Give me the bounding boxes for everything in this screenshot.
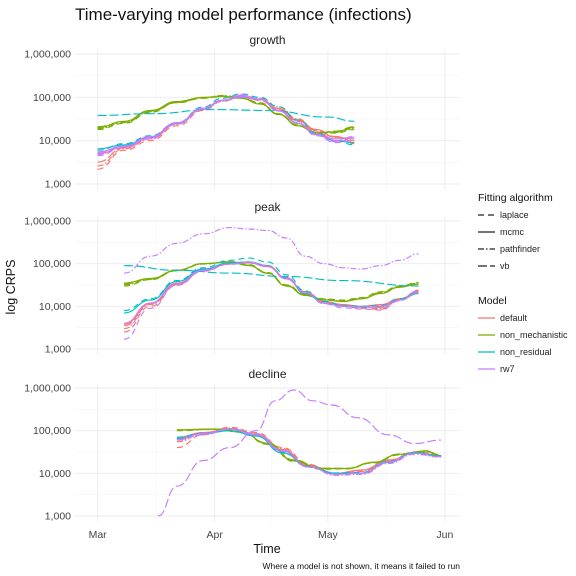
y-tick-label: 100,000 xyxy=(33,92,71,104)
panel-decline: decline 1,000 10,000 100,000 1,000,000 xyxy=(24,367,460,523)
y-tick-label: 10,000 xyxy=(39,301,71,313)
legend-title: Fitting algorithm xyxy=(478,192,553,204)
series-line-growth-non_mechanistic-vb xyxy=(98,97,355,133)
series-line-decline-non_mechanistic-pathfinder xyxy=(177,429,441,469)
y-tick-label: 1,000,000 xyxy=(24,216,71,228)
y-tick-label: 10,000 xyxy=(39,468,71,480)
y-tick-label: 1,000,000 xyxy=(24,383,71,395)
series-line-decline-non_mechanistic-laplace xyxy=(177,429,441,469)
x-axis-label: Time xyxy=(253,542,280,556)
legend-item-label: non_residual xyxy=(500,347,552,357)
facet-panels: growth 1,000 10,000 100,000 1,000,000 peak 1,0… xyxy=(24,33,460,541)
legend-item-label: mcmc xyxy=(500,227,524,237)
legend-item-label: vb xyxy=(500,261,510,271)
y-tick-label: 1,000 xyxy=(45,344,71,356)
legend-item-label: rw7 xyxy=(500,364,515,374)
legend-item-label: pathfinder xyxy=(500,244,540,254)
y-tick-label: 1,000 xyxy=(45,179,71,191)
y-tick-label: 100,000 xyxy=(33,258,71,270)
panel-title-growth: growth xyxy=(249,33,285,47)
y-axis-label: log CRPS xyxy=(4,260,18,315)
y-tick-label: 1,000 xyxy=(45,511,71,523)
y-tick-label: 1,000,000 xyxy=(24,49,71,61)
legend-item-label: laplace xyxy=(500,210,529,220)
legend-title: Model xyxy=(478,295,507,307)
x-tick-label: Mar xyxy=(89,529,108,541)
x-tick-label: Apr xyxy=(206,529,223,541)
chart-title: Time-varying model performance (infectio… xyxy=(75,5,412,24)
series-line-growth-rw7-pathfinder xyxy=(98,95,355,154)
series-line-growth-rw7-laplace xyxy=(98,95,355,156)
x-tick-label: May xyxy=(318,529,339,541)
panel-title-peak: peak xyxy=(254,200,281,214)
x-tick-label: Jun xyxy=(436,529,453,541)
series-line-growth-default-mcmc xyxy=(98,97,355,153)
y-tick-label: 100,000 xyxy=(33,425,71,437)
legend-item-label: non_mechanistic xyxy=(500,330,568,340)
series-line-decline-non_residual-laplace xyxy=(177,430,441,473)
panel-title-decline: decline xyxy=(248,367,286,381)
chart-caption: Where a model is not shown, it means it … xyxy=(263,561,461,571)
panel-peak: peak 1,000 10,000 100,000 1,000,000 xyxy=(24,200,460,356)
series-line-decline-non_mechanistic-mcmc xyxy=(177,429,441,469)
series-line-decline-rw7-vb xyxy=(158,390,441,516)
legend-item-label: default xyxy=(500,313,528,323)
series-line-growth-non_mechanistic-mcmc xyxy=(98,96,355,133)
series-line-decline-non_mechanistic-vb xyxy=(177,429,441,468)
y-tick-label: 10,000 xyxy=(39,135,71,147)
legend: Fitting algorithm laplace mcmc pathfinder vb… xyxy=(478,192,568,374)
panel-growth: growth 1,000 10,000 100,000 1,000,000 xyxy=(24,33,460,191)
